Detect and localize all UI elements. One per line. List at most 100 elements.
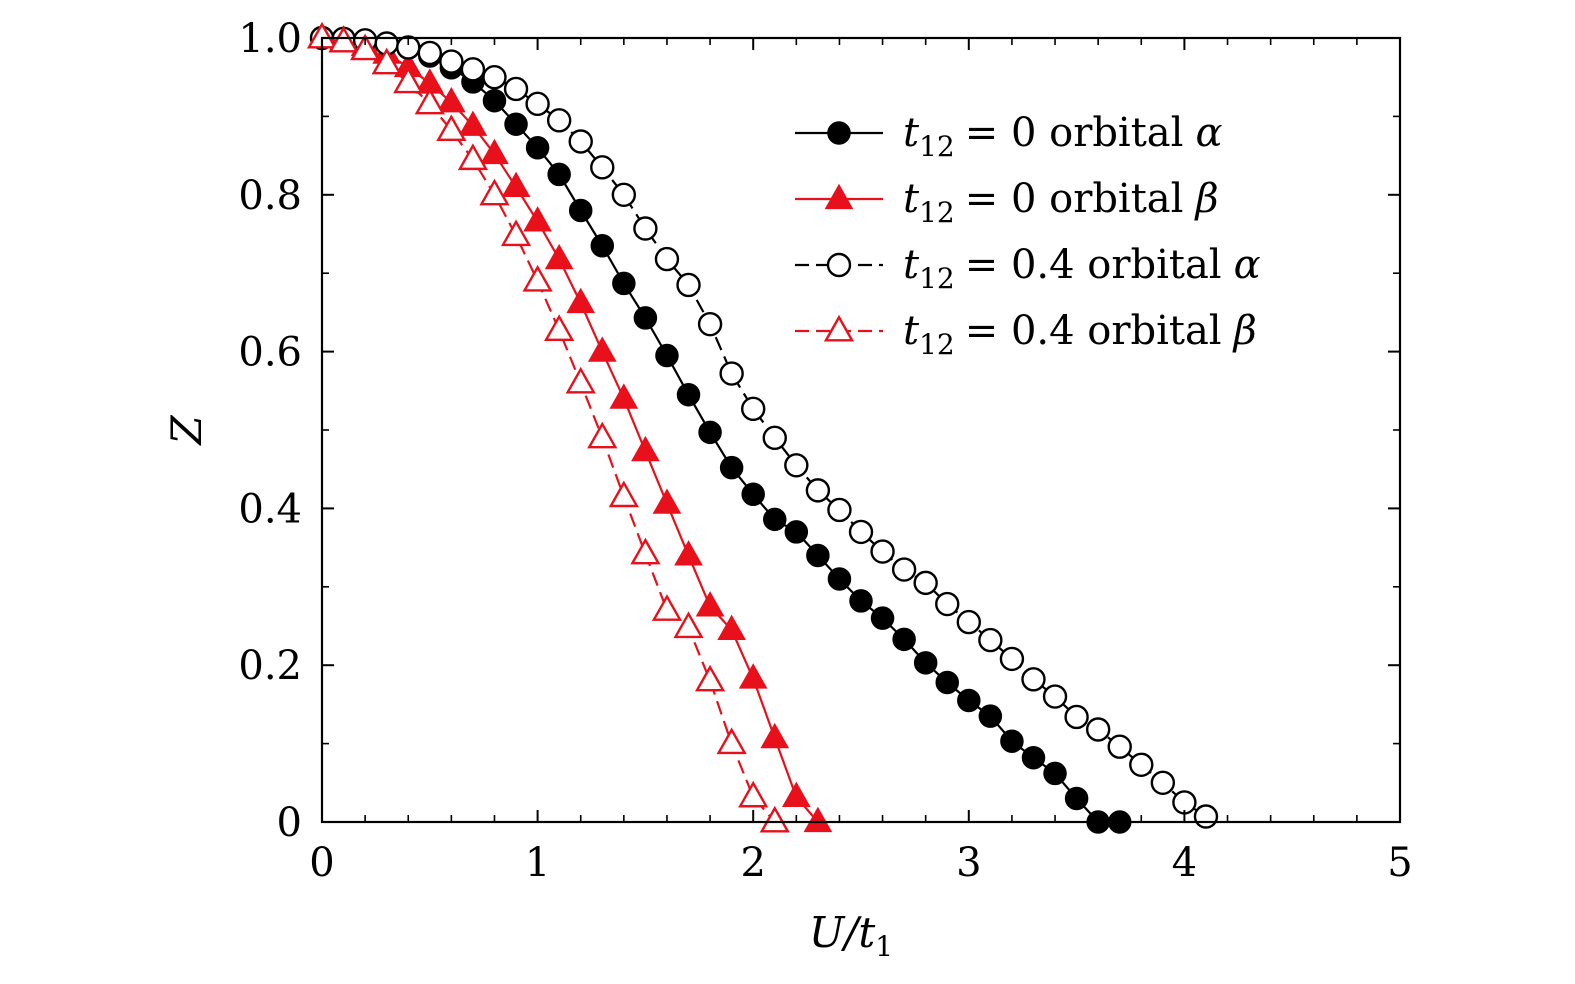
data-point	[741, 396, 766, 422]
y-tick-label: 0.2	[238, 643, 302, 689]
legend-marker	[824, 183, 854, 210]
legend-label-greek: β	[1232, 308, 1257, 354]
y-tick-label: 0.4	[238, 486, 302, 532]
data-point	[350, 33, 381, 61]
data-point	[935, 670, 959, 695]
legend-item: t12 = 0.4 orbital α	[795, 242, 1261, 295]
series-line	[321, 36, 819, 823]
data-point	[673, 611, 704, 639]
data-point	[652, 488, 682, 514]
legend-label-eq: = 0.4 orbital	[965, 242, 1222, 288]
legend-label: t12 = 0 orbital β	[903, 176, 1219, 229]
data-point	[654, 246, 680, 272]
data-point	[695, 591, 725, 617]
data-point	[870, 539, 895, 564]
data-point	[763, 507, 787, 532]
data-point	[827, 497, 852, 523]
data-point	[612, 271, 636, 296]
data-point	[417, 40, 442, 66]
legend-label-greek: α	[1234, 242, 1261, 288]
legend-label-sub: 12	[919, 328, 955, 361]
data-point	[500, 219, 532, 247]
data-point	[590, 155, 615, 180]
legend-label-t: t	[903, 176, 920, 222]
data-point	[827, 567, 852, 591]
legend-label-eq: = 0 orbital	[965, 176, 1184, 222]
x-tick-label: 2	[740, 840, 765, 886]
data-point	[439, 49, 464, 74]
data-point	[1043, 761, 1067, 786]
data-point	[525, 91, 550, 117]
data-point	[457, 143, 489, 171]
data-point	[608, 480, 639, 508]
data-point	[1021, 667, 1046, 692]
data-point	[1085, 717, 1111, 742]
data-point	[565, 366, 596, 394]
plot-frame	[320, 36, 1402, 824]
data-point	[568, 129, 593, 154]
legend-marker	[823, 314, 855, 342]
data-point	[436, 114, 467, 142]
legend-label-sub: 12	[919, 130, 955, 163]
data-point	[458, 110, 488, 136]
legend-label-sub: 12	[919, 196, 955, 229]
data-point	[437, 87, 466, 113]
data-point	[719, 361, 744, 386]
x-axis-label-main: U/t	[809, 908, 876, 957]
data-point	[482, 88, 507, 113]
data-point	[913, 570, 938, 596]
data-point	[698, 420, 722, 445]
data-point	[393, 66, 424, 94]
x-tick-label: 1	[525, 840, 550, 886]
data-point	[999, 646, 1025, 672]
data-point	[676, 382, 701, 407]
legend-label: t12 = 0.4 orbital α	[903, 242, 1261, 295]
legend-label-greek: β	[1193, 176, 1218, 222]
y-tick-label: 0	[277, 800, 302, 846]
data-point	[1021, 745, 1046, 770]
data-point	[414, 87, 445, 115]
data-point	[848, 519, 874, 545]
legend-label-sub: 12	[919, 262, 955, 295]
labels-layer: U/t1 Z	[162, 415, 893, 963]
x-axis-label: U/t1	[809, 908, 893, 963]
data-point	[674, 540, 703, 566]
data-point	[849, 589, 873, 613]
x-tick-label: 5	[1387, 840, 1412, 886]
data-point	[460, 57, 486, 82]
data-point	[633, 216, 658, 241]
data-point	[1042, 684, 1068, 709]
data-point	[1107, 734, 1132, 759]
data-point	[694, 664, 726, 692]
legend-label: t12 = 0.4 orbital β	[903, 308, 1257, 361]
data-point	[523, 206, 552, 232]
data-point	[611, 182, 637, 208]
data-point	[655, 343, 679, 368]
legend-marker	[826, 252, 852, 278]
data-point	[913, 651, 938, 675]
data-point	[760, 722, 790, 749]
data-point	[501, 171, 531, 198]
series-3	[306, 21, 790, 833]
legend-item: t12 = 0.4 orbital β	[795, 308, 1257, 361]
data-point	[546, 108, 572, 133]
data-point	[738, 663, 768, 689]
data-point	[892, 627, 916, 652]
data-point	[762, 425, 787, 451]
x-axis-label-sub: 1	[875, 930, 893, 963]
data-point	[738, 780, 769, 808]
data-point	[547, 162, 571, 187]
legend-label: t12 = 0 orbital α	[903, 110, 1222, 163]
legend-label-t: t	[903, 308, 920, 354]
data-point	[719, 455, 744, 480]
data-point	[935, 591, 960, 617]
data-point	[891, 557, 917, 582]
data-point	[630, 537, 661, 565]
data-point	[957, 688, 981, 713]
legend-label-t: t	[903, 110, 920, 156]
x-tick-label: 4	[1172, 840, 1197, 886]
data-point	[956, 609, 981, 635]
data-point	[544, 314, 575, 341]
